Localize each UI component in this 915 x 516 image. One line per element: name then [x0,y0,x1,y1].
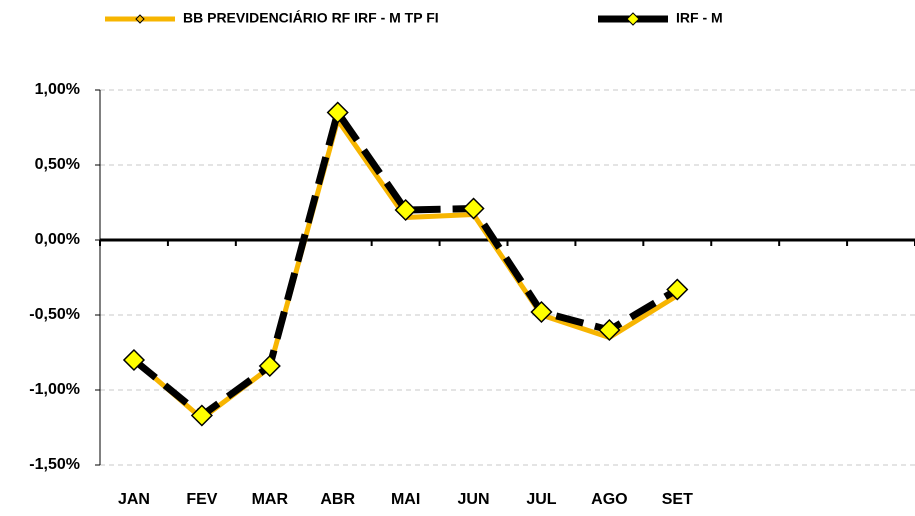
x-tick-label: ABR [320,491,355,508]
x-tick-label: AGO [591,491,627,508]
x-tick-label: JAN [118,491,150,508]
legend-marker [135,14,145,24]
x-tick-label: JUN [458,491,490,508]
point-marker [530,300,553,324]
y-tick-label: -1,00% [29,381,80,398]
point-marker [122,348,146,372]
legend-label: BB PREVIDENCIÁRIO RF IRF - M TP FI [183,10,439,26]
point-marker [394,198,417,222]
x-tick-label: FEV [186,491,217,508]
point-marker [598,318,621,342]
x-tick-label: JUL [526,491,556,508]
y-tick-label: -0,50% [29,306,80,323]
y-tick-label: 0,00% [35,231,80,248]
point-marker [326,101,349,124]
point-marker [666,278,689,301]
y-tick-label: 1,00% [35,81,80,98]
y-tick-label: -1,50% [29,456,80,473]
series-line [131,109,680,419]
point-marker [190,404,213,427]
y-tick-label: 0,50% [35,156,80,173]
legend-marker [626,12,640,26]
x-tick-label: MAI [391,491,420,508]
x-tick-label: MAR [252,491,289,508]
point-marker [258,354,281,378]
point-marker [462,197,485,220]
x-tick-label: SET [662,491,693,508]
legend-label: IRF - M [676,10,723,26]
